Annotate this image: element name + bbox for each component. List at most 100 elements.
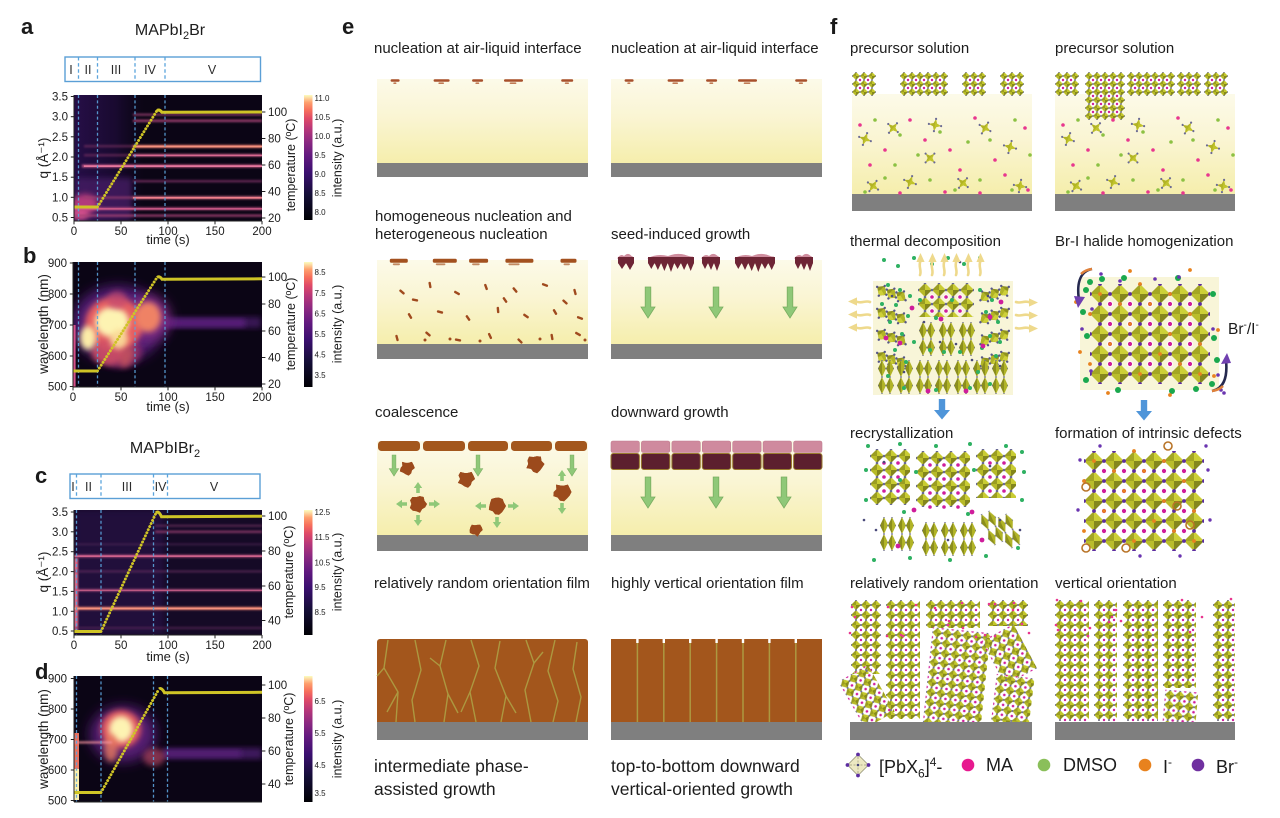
svg-text:8.0: 8.0 [315,208,327,217]
svg-text:temperature (ºC): temperature (ºC) [282,693,296,786]
svg-text:I: I [69,63,72,77]
svg-text:0: 0 [71,226,77,238]
svg-text:3.5: 3.5 [52,507,68,519]
svg-text:wavelength (nm): wavelength (nm) [36,689,51,790]
svg-text:V: V [208,63,217,77]
svg-text:9.5: 9.5 [315,583,327,592]
svg-text:II: II [85,63,92,77]
svg-text:10.5: 10.5 [315,559,331,568]
svg-text:8.5: 8.5 [315,268,327,277]
svg-text:60: 60 [268,326,281,338]
svg-text:80: 80 [268,546,281,558]
svg-text:60: 60 [268,160,281,172]
svg-text:600: 600 [48,351,67,363]
svg-text:0: 0 [70,392,76,404]
svg-text:200: 200 [252,640,271,652]
svg-text:80: 80 [268,713,281,725]
svg-text:100: 100 [158,392,177,404]
svg-text:900: 900 [48,674,67,686]
svg-text:80: 80 [268,134,281,146]
svg-text:III: III [122,480,132,494]
svg-text:700: 700 [48,735,67,747]
svg-text:temperature (ºC): temperature (ºC) [282,526,296,619]
svg-text:3.5: 3.5 [315,371,327,380]
svg-text:time (s): time (s) [146,649,189,664]
svg-text:intensity (a.u.): intensity (a.u.) [331,533,345,612]
svg-text:2.0: 2.0 [52,152,68,164]
svg-text:50: 50 [115,640,128,652]
svg-text:800: 800 [48,289,67,301]
svg-text:12.5: 12.5 [315,508,331,517]
svg-text:11.5: 11.5 [315,533,331,542]
svg-text:100: 100 [268,511,287,523]
svg-text:4.5: 4.5 [315,761,327,770]
svg-text:60: 60 [268,581,281,593]
svg-text:0: 0 [71,640,77,652]
svg-text:9.5: 9.5 [315,151,327,160]
svg-text:q (Å⁻¹): q (Å⁻¹) [36,138,51,179]
svg-text:3.5: 3.5 [315,789,327,798]
svg-text:6.5: 6.5 [315,310,327,319]
svg-text:60: 60 [268,746,281,758]
svg-text:5.5: 5.5 [315,330,327,339]
svg-text:0.5: 0.5 [52,213,68,225]
svg-text:temperature (ºC): temperature (ºC) [284,119,298,212]
svg-text:600: 600 [48,765,67,777]
svg-text:700: 700 [48,320,67,332]
svg-text:intensity (a.u.): intensity (a.u.) [331,119,345,198]
svg-text:time (s): time (s) [146,399,189,414]
svg-text:3.5: 3.5 [52,92,68,104]
svg-text:I: I [71,480,74,494]
svg-text:2.5: 2.5 [52,547,68,559]
svg-text:10.0: 10.0 [315,132,331,141]
svg-text:3.0: 3.0 [52,527,68,539]
svg-text:4.5: 4.5 [315,351,327,360]
svg-text:500: 500 [48,796,67,808]
svg-text:6.5: 6.5 [315,697,327,706]
svg-text:500: 500 [48,382,67,394]
svg-text:q (Å⁻¹): q (Å⁻¹) [36,552,51,593]
svg-text:150: 150 [205,640,224,652]
svg-text:1.5: 1.5 [52,586,68,598]
svg-text:1.5: 1.5 [52,172,68,184]
svg-text:0.5: 0.5 [52,626,68,638]
svg-text:40: 40 [268,187,281,199]
svg-text:9.0: 9.0 [315,170,327,179]
svg-text:10.5: 10.5 [315,113,331,122]
svg-text:IV: IV [144,63,156,77]
svg-text:40: 40 [268,353,281,365]
svg-text:50: 50 [115,392,128,404]
svg-text:7.5: 7.5 [315,289,327,298]
svg-text:80: 80 [268,299,281,311]
svg-text:20: 20 [268,379,281,391]
svg-text:20: 20 [268,213,281,225]
svg-text:intensity (a.u.): intensity (a.u.) [331,700,345,779]
svg-text:200: 200 [252,226,271,238]
svg-text:2.5: 2.5 [52,132,68,144]
svg-text:100: 100 [268,680,287,692]
svg-text:IV: IV [155,480,167,494]
svg-text:3.0: 3.0 [52,112,68,124]
svg-text:II: II [85,480,92,494]
svg-text:40: 40 [268,779,281,791]
svg-text:intensity (a.u.): intensity (a.u.) [331,285,345,364]
svg-text:800: 800 [48,704,67,716]
svg-text:2.0: 2.0 [52,567,68,579]
svg-text:1.0: 1.0 [52,606,68,618]
svg-text:150: 150 [205,226,224,238]
svg-text:100: 100 [158,640,177,652]
svg-text:5.5: 5.5 [315,729,327,738]
svg-text:200: 200 [252,392,271,404]
svg-text:wavelength (nm): wavelength (nm) [36,274,51,375]
svg-text:temperature (ºC): temperature (ºC) [284,278,298,371]
svg-text:8.5: 8.5 [315,608,327,617]
svg-text:40: 40 [268,616,281,628]
svg-text:V: V [210,480,219,494]
svg-text:100: 100 [268,107,287,119]
svg-text:150: 150 [205,392,224,404]
svg-text:900: 900 [48,258,67,270]
svg-text:11.0: 11.0 [315,94,331,103]
svg-text:1.0: 1.0 [52,192,68,204]
svg-text:time (s): time (s) [146,232,189,247]
svg-text:8.5: 8.5 [315,189,327,198]
